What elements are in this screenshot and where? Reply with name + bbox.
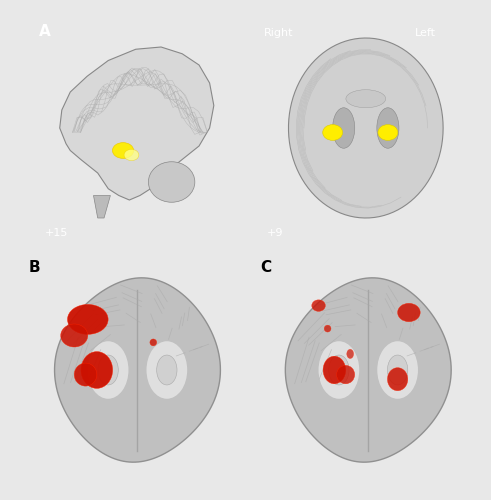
Ellipse shape (377, 341, 418, 399)
Polygon shape (55, 278, 220, 462)
Ellipse shape (324, 325, 331, 332)
Text: +15: +15 (45, 228, 68, 238)
Ellipse shape (112, 142, 134, 158)
Ellipse shape (61, 324, 88, 347)
Ellipse shape (74, 363, 97, 386)
Text: B: B (29, 260, 41, 274)
Ellipse shape (148, 162, 195, 202)
Polygon shape (93, 196, 110, 218)
Text: +9: +9 (266, 228, 283, 238)
Ellipse shape (157, 355, 177, 385)
Text: Left: Left (414, 28, 436, 38)
Ellipse shape (387, 368, 408, 390)
Polygon shape (285, 278, 451, 462)
Ellipse shape (323, 124, 343, 140)
Ellipse shape (146, 341, 187, 399)
Text: A: A (39, 24, 51, 40)
Ellipse shape (323, 356, 346, 384)
Polygon shape (289, 38, 443, 218)
Polygon shape (60, 47, 214, 200)
Ellipse shape (150, 339, 157, 346)
Text: Right: Right (264, 28, 294, 38)
Text: C: C (260, 260, 271, 274)
Ellipse shape (67, 304, 108, 334)
Ellipse shape (124, 150, 139, 160)
Ellipse shape (88, 341, 129, 399)
Ellipse shape (337, 366, 355, 384)
Ellipse shape (81, 352, 112, 389)
Ellipse shape (328, 355, 349, 385)
Ellipse shape (319, 341, 359, 399)
Ellipse shape (333, 108, 355, 148)
Ellipse shape (347, 350, 354, 358)
Ellipse shape (312, 300, 326, 312)
Ellipse shape (98, 355, 118, 385)
Ellipse shape (378, 124, 398, 140)
Ellipse shape (387, 355, 408, 385)
Ellipse shape (346, 90, 385, 108)
Ellipse shape (398, 304, 420, 322)
Ellipse shape (377, 108, 399, 148)
